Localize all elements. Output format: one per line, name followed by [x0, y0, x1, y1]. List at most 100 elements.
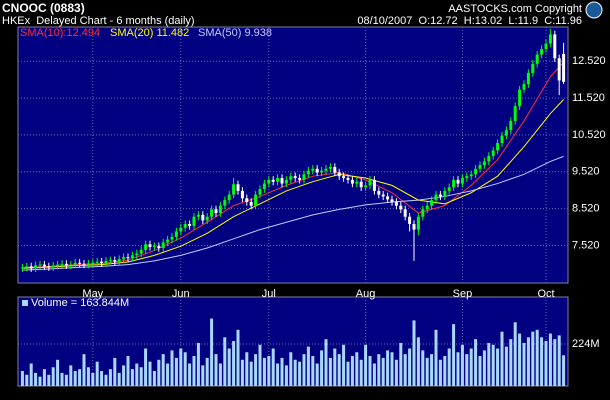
y-tick-label: 9.520	[572, 166, 600, 178]
volume-bar	[544, 341, 548, 386]
volume-bar	[372, 363, 376, 386]
candle-body	[183, 224, 187, 228]
candle-body	[469, 174, 473, 177]
legend-entry: SMA(20) 11.482	[110, 27, 189, 39]
candle-body	[82, 263, 86, 265]
candle-body	[51, 265, 55, 268]
candle-body	[86, 263, 90, 265]
volume-bar	[122, 365, 126, 386]
volume-bar	[482, 350, 486, 386]
x-tick-label: Oct	[537, 288, 554, 300]
copyright: AASTOCKS.com Copyright	[448, 3, 582, 15]
candle-body	[218, 205, 222, 214]
volume-bar	[377, 354, 381, 386]
candle-body	[157, 246, 161, 249]
y-tick-label: 10.520	[572, 129, 606, 141]
volume-bar	[254, 354, 258, 386]
candle-body	[25, 266, 29, 268]
candle-body	[69, 264, 73, 266]
candle-body	[20, 267, 24, 269]
candle-body	[293, 176, 297, 179]
candle-body	[214, 209, 218, 214]
volume-bar	[170, 350, 174, 386]
legend-entry: SMA(10):12.494	[20, 27, 100, 39]
volume-bar	[201, 365, 205, 386]
volume-bar	[42, 369, 46, 386]
volume-bar	[289, 352, 293, 386]
candle-body	[306, 170, 310, 175]
volume-bar	[504, 346, 508, 386]
volume-bar	[64, 374, 68, 386]
candle-body	[104, 260, 108, 264]
legend-entry: SMA(50) 9.938	[198, 27, 272, 39]
candle-body	[29, 266, 33, 269]
candle-body	[311, 168, 315, 171]
volume-bar	[166, 363, 170, 386]
volume-bar	[113, 357, 117, 386]
volume-bar	[364, 344, 368, 386]
volume-bar	[117, 372, 121, 386]
candle-body	[377, 190, 381, 195]
volume-bar	[557, 335, 561, 386]
candle-body	[496, 143, 500, 151]
volume-bar	[518, 333, 522, 386]
candle-body	[289, 176, 293, 180]
candle-body	[56, 264, 60, 266]
candle-body	[359, 181, 363, 188]
volume-bar	[205, 357, 209, 386]
volume-bar	[262, 357, 266, 386]
candle-body	[205, 216, 209, 221]
candle-body	[434, 194, 438, 201]
candle-body	[438, 194, 442, 197]
candle-body	[381, 194, 385, 197]
volume-bar	[355, 352, 359, 386]
candle-body	[161, 242, 165, 249]
candle-body	[148, 244, 152, 247]
volume-bar	[443, 356, 447, 386]
volume-bar	[245, 352, 249, 386]
volume-bar	[82, 354, 86, 386]
candle-body	[460, 178, 464, 184]
candle-body	[386, 196, 390, 200]
volume-bar	[487, 342, 491, 386]
candle-body	[122, 257, 126, 260]
volume-bar	[157, 359, 161, 386]
candle-body	[139, 249, 143, 254]
candle-body	[152, 246, 156, 248]
volume-bar	[540, 337, 544, 386]
volume-bar	[271, 348, 275, 386]
candle-body	[262, 183, 266, 190]
candle-body	[447, 187, 451, 191]
candle-body	[64, 263, 68, 266]
candle-body	[60, 263, 64, 265]
volume-bar	[34, 372, 38, 386]
volume-bar	[509, 339, 513, 386]
volume-bar	[430, 354, 434, 386]
candle-body	[430, 200, 434, 206]
candle-body	[346, 178, 350, 180]
candle-body	[298, 178, 302, 180]
candle-body	[38, 264, 42, 266]
candle-body	[421, 209, 425, 217]
x-tick-label: May	[82, 288, 103, 300]
candle-body	[284, 179, 288, 184]
candle-body	[258, 189, 262, 195]
candle-body	[34, 265, 38, 269]
volume-bar	[324, 339, 328, 386]
candle-body	[174, 231, 178, 237]
candle-body	[522, 84, 526, 90]
volume-bar	[491, 344, 495, 386]
candle-body	[526, 73, 530, 85]
candle-body	[399, 205, 403, 210]
volume-bar	[86, 367, 90, 386]
volume-bar	[223, 337, 227, 386]
volume-bar	[60, 372, 64, 386]
candle-body	[249, 201, 253, 206]
volume-bar	[249, 361, 253, 386]
volume-bar	[104, 374, 108, 386]
volume-bar	[188, 363, 192, 386]
volume-bar	[535, 329, 539, 386]
candle-body	[544, 43, 548, 50]
candle-body	[531, 63, 535, 74]
